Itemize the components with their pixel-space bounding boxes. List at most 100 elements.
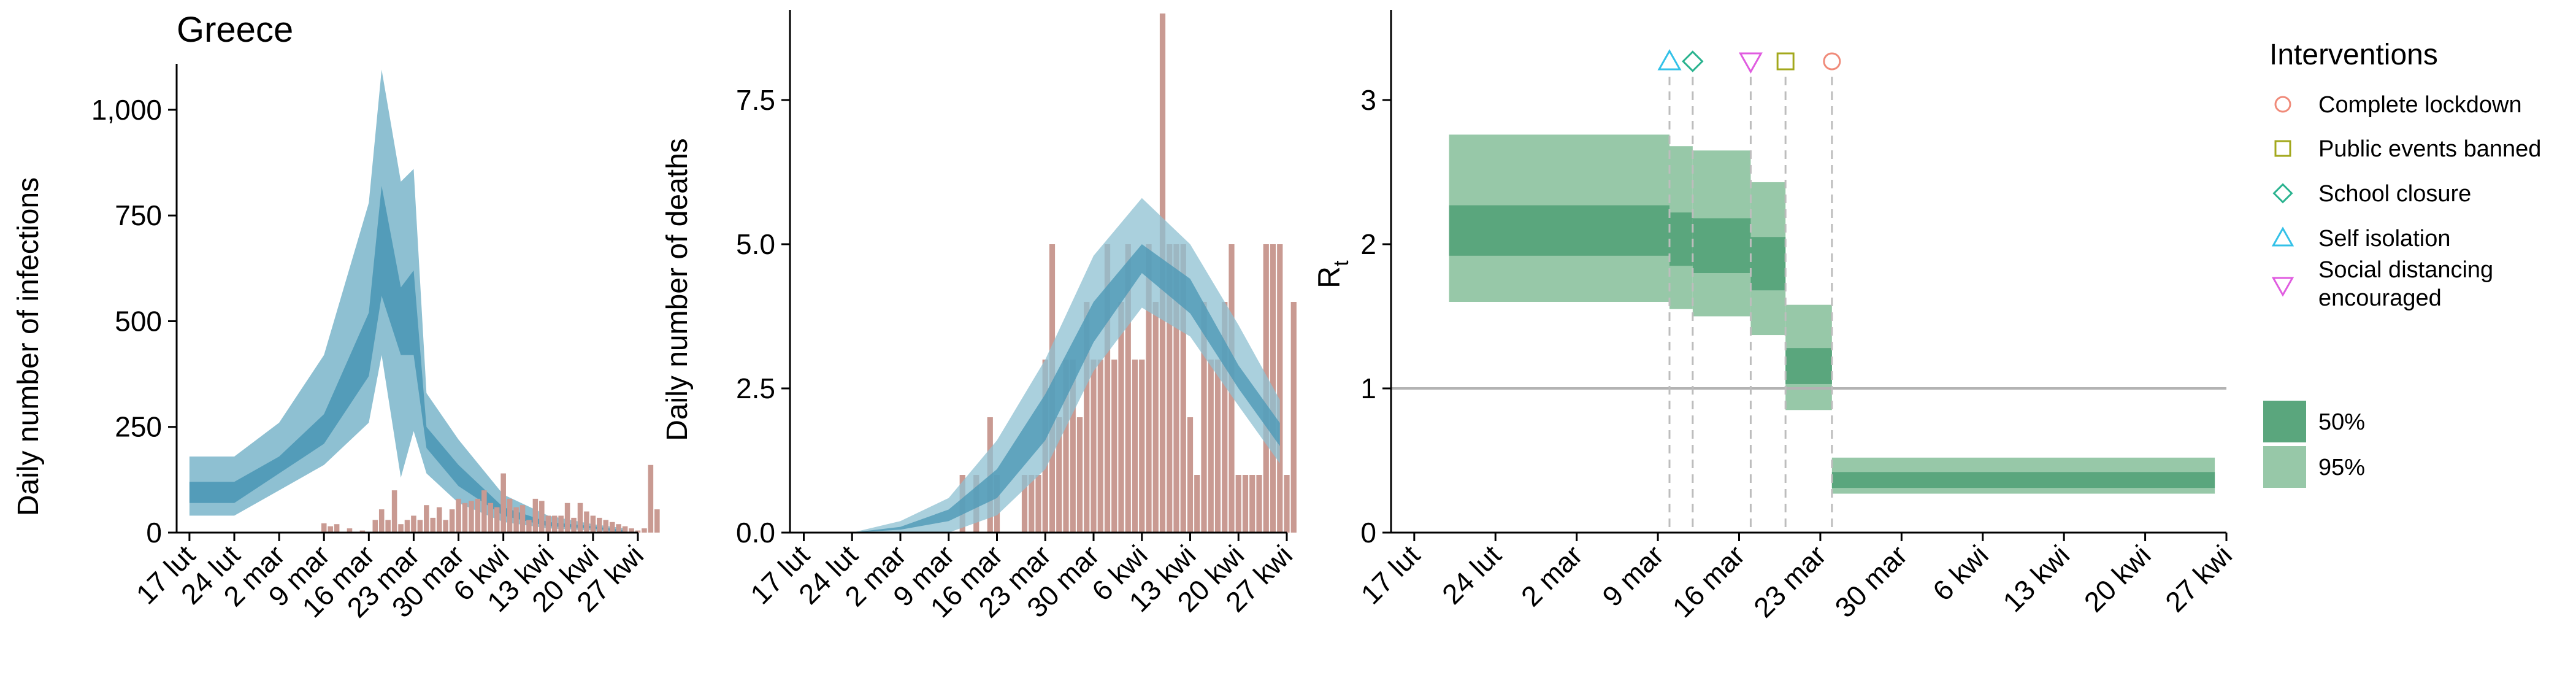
deaths-y-tick-label: 5.0: [736, 228, 775, 260]
deaths-bar: [1097, 360, 1103, 533]
deaths-bar: [1111, 360, 1117, 533]
deaths-bar: [1118, 302, 1124, 533]
deaths-bar: [1242, 475, 1249, 533]
infections-bar: [475, 498, 481, 533]
rt-x-tick-label: 23 mar: [1747, 539, 1832, 623]
infections-bar: [539, 501, 545, 533]
rt-y-axis-label: Rt: [1312, 260, 1353, 288]
rt-x-tick-label: 13 kwi: [1996, 539, 2076, 618]
deaths-bar: [1029, 475, 1035, 533]
infections-bar: [507, 498, 513, 533]
infections-bar: [430, 517, 436, 533]
rt-band-50: [1750, 237, 1786, 291]
infections-y-tick-label: 0: [146, 517, 162, 549]
infections-bar: [551, 515, 558, 533]
rt-intervention-markers: [1657, 49, 1841, 533]
rt-band-50: [1831, 472, 2215, 488]
deaths-bar: [1222, 302, 1228, 533]
rt-band-50: [1669, 212, 1693, 266]
infections-bar: [359, 530, 366, 533]
deaths-bar: [1035, 475, 1041, 533]
legend-band-label: 50%: [2318, 409, 2365, 435]
deaths-bar: [1208, 360, 1214, 533]
legend-interventions-title: Interventions: [2269, 39, 2438, 71]
deaths-bar: [1063, 360, 1069, 533]
rt-x-tick-label: 20 kwi: [2078, 539, 2157, 618]
deaths-bar: [1277, 244, 1283, 533]
deaths-bar: [1146, 244, 1152, 533]
deaths-bar: [1214, 360, 1221, 533]
legend-intervention-marker: [2271, 226, 2294, 247]
legend-intervention-label: Self isolation: [2318, 226, 2450, 252]
deaths-bar: [1132, 360, 1138, 533]
infections-bar: [398, 524, 404, 533]
infections-bar: [545, 515, 551, 533]
deaths-bar: [1104, 244, 1111, 533]
deaths-bar: [1021, 475, 1028, 533]
legend-intervention-marker: [2274, 96, 2291, 113]
rt-band-50: [1785, 348, 1832, 384]
deaths-panel: Daily number of deaths 0.02.55.07.517 lu…: [661, 10, 1298, 623]
rt-x-tick-label: 17 lut: [1355, 539, 1426, 610]
deaths-y-tick-label: 0.0: [736, 517, 775, 549]
deaths-bar: [1187, 417, 1194, 533]
rt-x-tick-label: 16 mar: [1666, 539, 1751, 623]
infections-bar: [436, 507, 442, 533]
deaths-bar: [1180, 244, 1186, 533]
infections-bar: [411, 515, 416, 533]
deaths-bar: [1194, 475, 1200, 533]
deaths-bar: [1091, 360, 1097, 533]
deaths-bar: [1076, 417, 1083, 533]
infections-y-tick-label: 500: [115, 305, 162, 337]
legend-intervention-marker: [2274, 140, 2291, 157]
infections-bar: [654, 509, 660, 533]
rt-x-tick-label: 2 mar: [1515, 539, 1589, 612]
legend-intervention-label: Social distancing: [2318, 257, 2493, 283]
infections-bar: [488, 503, 494, 533]
legend-bands: 50% 95%: [2263, 401, 2365, 488]
legend-interventions: Complete lockdown Public events banned Sch…: [2271, 92, 2541, 311]
infections-bar: [532, 498, 539, 533]
infections-bar: [328, 526, 333, 533]
rt-intervention-marker: [1657, 49, 1682, 71]
rt-y-tick-label: 0: [1360, 517, 1376, 549]
legend-band-swatch: [2263, 446, 2306, 488]
legend-intervention-marker: [2271, 277, 2294, 297]
deaths-bar: [1249, 475, 1255, 533]
infections-bar: [642, 528, 647, 533]
infections-bar: [404, 520, 410, 533]
rt-x-tick-label: 30 mar: [1828, 539, 1913, 623]
infections-bar: [391, 490, 397, 533]
infections-bar: [372, 520, 378, 533]
rt-y-tick-label: 2: [1360, 228, 1376, 260]
infections-bar: [449, 509, 455, 533]
legend-band-label: 95%: [2318, 455, 2365, 480]
rt-x-tick-label: 27 kwi: [2159, 539, 2238, 618]
rt-y-tick-label: 3: [1360, 84, 1376, 116]
infections-bar: [417, 520, 423, 533]
infections-bar: [456, 498, 461, 533]
infections-bar: [481, 490, 487, 533]
infections-bar: [469, 501, 474, 533]
rt-intervention-marker: [1823, 52, 1841, 71]
infections-bar: [629, 528, 634, 533]
infections-bar: [500, 473, 506, 533]
legend-intervention-label-line2: encouraged: [2318, 285, 2442, 311]
rt-x-tick-label: 24 lut: [1436, 539, 1507, 610]
deaths-bar: [1084, 302, 1090, 533]
infections-bar: [609, 522, 615, 533]
deaths-bar: [1139, 360, 1145, 533]
deaths-bar: [1152, 302, 1159, 533]
deaths-bar: [1173, 244, 1179, 533]
rt-intervention-marker: [1682, 50, 1704, 72]
legend-band-swatch: [2263, 401, 2306, 442]
deaths-bar: [1256, 475, 1262, 533]
infections-panel: Greece Daily number of infections 0 250 50…: [12, 10, 660, 623]
infections-bar: [347, 528, 353, 533]
rt-y-axis-label-sub: t: [1330, 260, 1353, 266]
infections-bar: [462, 503, 468, 533]
infections-y-tick-label: 1,000: [91, 94, 162, 126]
deaths-band-50: [852, 244, 1280, 533]
